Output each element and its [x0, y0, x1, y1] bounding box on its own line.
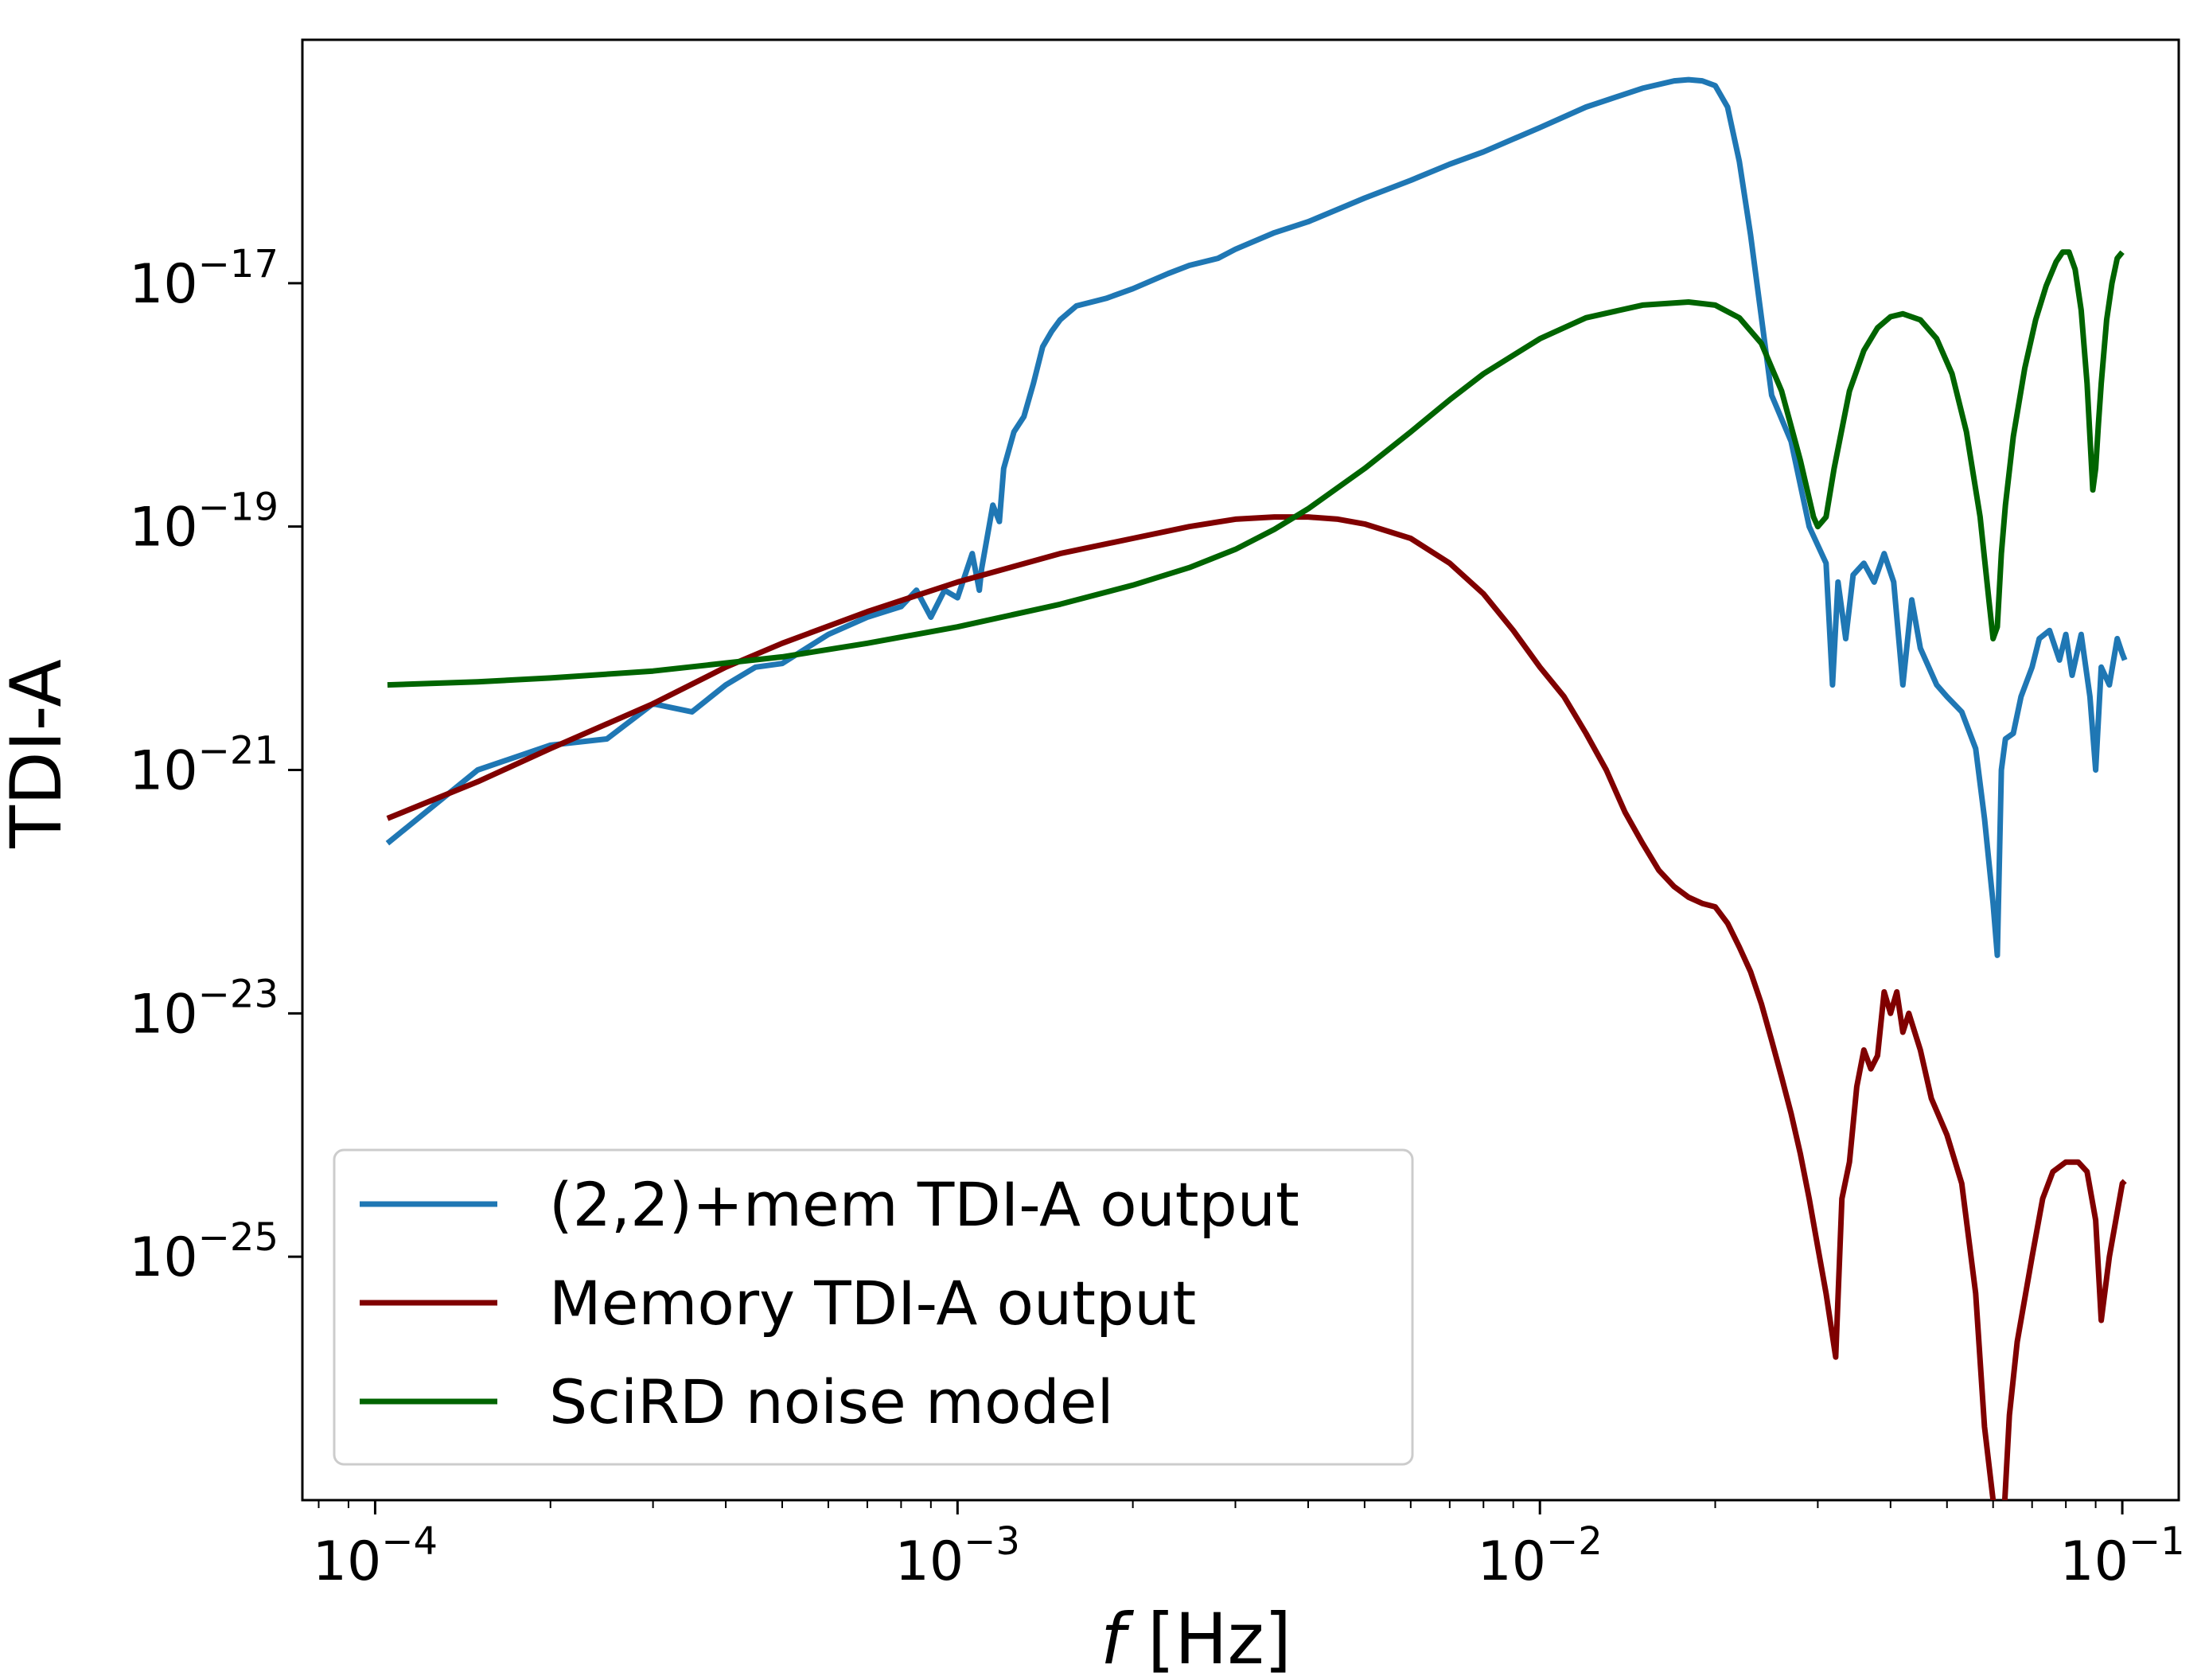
y-tick-label-1: 10−19	[129, 485, 279, 559]
x-tick-label-1: 10−3	[895, 1519, 1020, 1593]
x-tick-label-2: 10−2	[1478, 1519, 1603, 1593]
y-tick-label-0: 10−17	[129, 242, 279, 316]
series-line-2	[387, 249, 2125, 688]
legend-label-0: (2,2)+mem TDI-A output	[549, 1169, 1299, 1240]
y-tick-label-4: 10−25	[129, 1215, 279, 1289]
legend: (2,2)+mem TDI-A output Memory TDI-A outpu…	[333, 1148, 1414, 1466]
legend-label-2: SciRD noise model	[549, 1366, 1114, 1437]
x-axis-label-unit: [Hz]	[1125, 1598, 1291, 1680]
legend-label-1: Memory TDI-A output	[549, 1268, 1196, 1339]
ticks-group: 10−4 10−3 10−2 10−1 10−17 10−19 10−21 10−23 10−2…	[129, 242, 2185, 1593]
series-line-0	[385, 76, 2128, 958]
series-group	[385, 76, 2128, 1500]
y-tick-label-2: 10−21	[129, 729, 279, 803]
y-axis-label: TDI-A	[0, 659, 77, 849]
x-axis-label: f [Hz]	[1101, 1598, 1291, 1680]
legend-box	[333, 1148, 1414, 1466]
x-tick-label-3: 10−1	[2059, 1519, 2184, 1593]
x-tick-label-0: 10−4	[313, 1519, 438, 1593]
y-tick-label-3: 10−23	[129, 972, 279, 1046]
